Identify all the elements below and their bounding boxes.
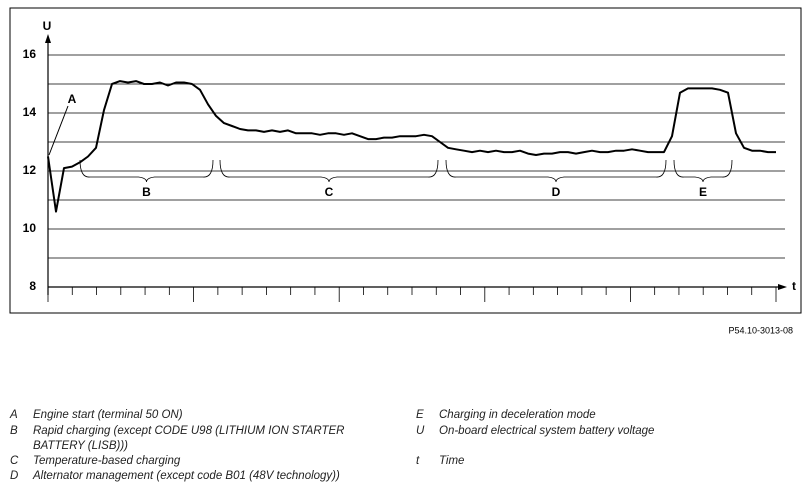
y-tick-label: 10 bbox=[23, 221, 37, 235]
x-arrow bbox=[778, 284, 787, 290]
legend-text: Charging in deceleration mode bbox=[439, 409, 596, 421]
frame bbox=[9, 7, 802, 314]
legend-key: B bbox=[10, 425, 18, 437]
brace bbox=[445, 159, 667, 183]
legend-key: D bbox=[10, 470, 19, 482]
legend-text: Rapid charging (except CODE U98 (LITHIUM… bbox=[33, 425, 345, 452]
annotation: B bbox=[142, 185, 151, 199]
legend-text: Engine start (terminal 50 ON) bbox=[33, 409, 183, 421]
x-axis-label: t bbox=[792, 279, 796, 293]
y-tick-label: 14 bbox=[23, 105, 37, 119]
legend-text: Alternator management (except code B01 (… bbox=[33, 470, 340, 482]
y-tick-label: 8 bbox=[29, 279, 36, 293]
annotation: E bbox=[699, 185, 707, 199]
chart: U t P54.10-3013-08 A 8 10 12 14 16 B C D E bbox=[9, 7, 802, 335]
y-tick-label: 16 bbox=[23, 47, 37, 61]
y-axis-label: U bbox=[43, 19, 52, 33]
brace bbox=[219, 159, 439, 183]
legend-key: E bbox=[416, 409, 424, 421]
legend-key: A bbox=[10, 409, 18, 421]
legend-key: t bbox=[416, 455, 420, 467]
y-arrow bbox=[45, 34, 51, 43]
annotation: A bbox=[68, 92, 77, 106]
legend-text: On-board electrical system battery volta… bbox=[439, 425, 655, 437]
brace bbox=[79, 159, 214, 183]
brace bbox=[673, 159, 733, 183]
legend-text: Temperature-based charging bbox=[33, 455, 181, 467]
legend-key: U bbox=[416, 425, 425, 437]
legend-text: Time bbox=[439, 455, 465, 467]
legend-key: C bbox=[10, 455, 19, 467]
reference: P54.10-3013-08 bbox=[728, 325, 793, 335]
data-line bbox=[47, 80, 776, 213]
y-tick-label: 12 bbox=[23, 163, 37, 177]
annotation-pointer bbox=[48, 105, 69, 156]
annotation: D bbox=[552, 185, 561, 199]
annotation: C bbox=[325, 185, 334, 199]
